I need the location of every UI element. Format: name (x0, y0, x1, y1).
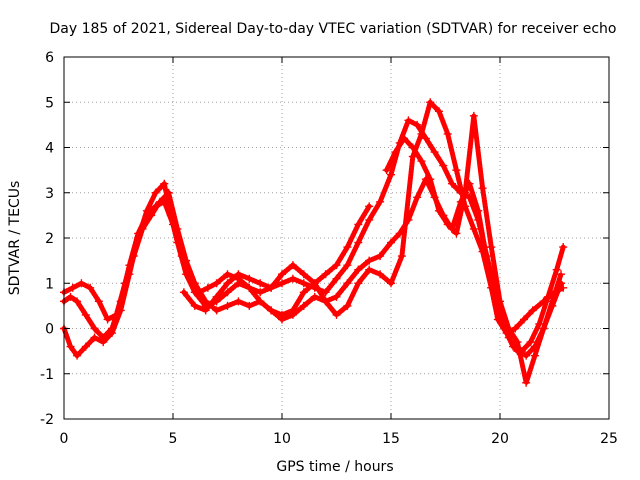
y-axis-label: SDTVAR / TECUs (7, 181, 23, 296)
y-tick-label: 1 (45, 276, 54, 292)
series-line (181, 99, 564, 359)
y-tick-label: 0 (45, 322, 54, 338)
grid-lines (64, 57, 609, 419)
axis-ticks: 0 5 10 15 20 25 -2 -1 0 1 2 3 4 5 6 (40, 50, 618, 447)
data-points (60, 98, 568, 387)
y-tick-label: -2 (40, 412, 54, 428)
x-axis-label: GPS time / hours (276, 459, 393, 475)
x-tick-label: 15 (382, 431, 400, 447)
y-tick-label: -1 (40, 367, 54, 383)
x-tick-label: 25 (600, 431, 618, 447)
y-tick-label: 5 (45, 95, 54, 111)
chart-title: Day 185 of 2021, Sidereal Day-to-day VTE… (50, 21, 617, 37)
x-tick-label: 10 (273, 431, 291, 447)
y-tick-label: 3 (45, 186, 54, 202)
x-tick-label: 0 (60, 431, 69, 447)
series-line (384, 113, 564, 386)
x-tick-label: 20 (491, 431, 509, 447)
x-tick-label: 5 (169, 431, 178, 447)
y-tick-label: 4 (45, 141, 54, 157)
y-tick-label: 2 (45, 231, 54, 247)
series-5 (382, 111, 566, 387)
y-tick-label: 6 (45, 50, 54, 66)
